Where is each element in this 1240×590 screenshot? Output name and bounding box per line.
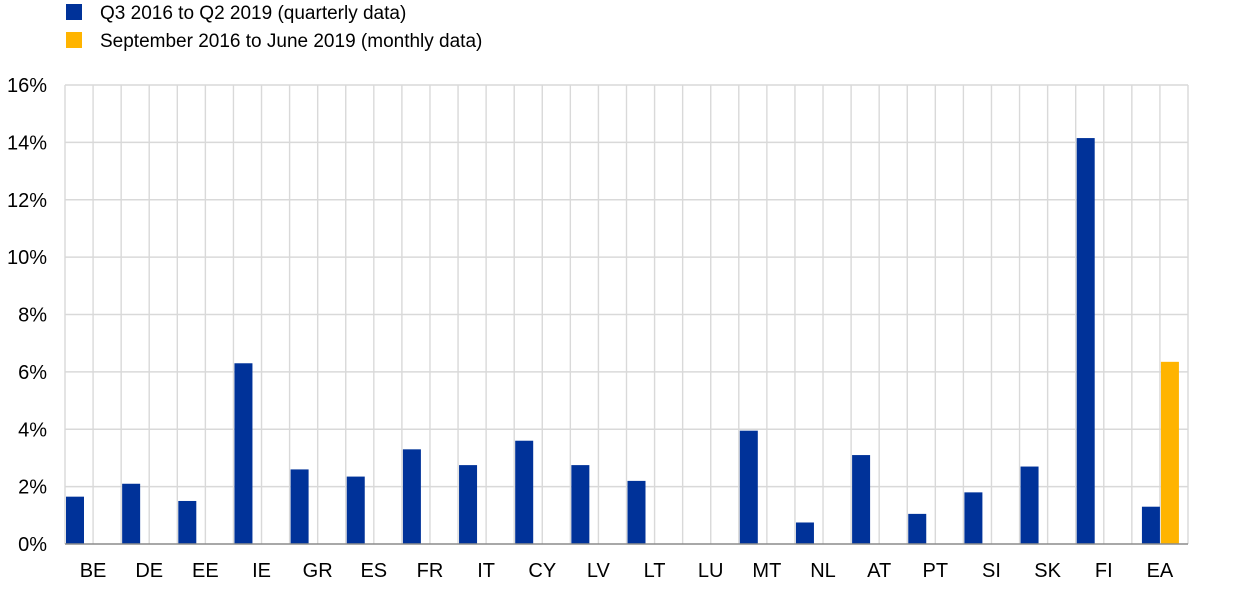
x-tick-label: AT [867, 560, 891, 582]
legend-label-1: Q3 2016 to Q2 2019 (quarterly data) [100, 3, 406, 24]
y-tick-label: 14% [7, 132, 47, 154]
bar-sk-series-1 [1020, 466, 1039, 544]
x-tick-label: GR [303, 560, 333, 582]
y-tick-label: 10% [7, 247, 47, 269]
bar-fr-series-1 [402, 449, 421, 544]
x-tick-label: NL [810, 560, 836, 582]
bar-lv-series-1 [571, 465, 590, 544]
x-tick-label: BE [80, 560, 107, 582]
bar-fi-series-1 [1076, 138, 1095, 544]
legend: Q3 2016 to Q2 2019 (quarterly data) Septe… [66, 3, 482, 52]
legend-swatch-1 [66, 4, 82, 20]
bar-si-series-1 [964, 492, 983, 544]
bar-ie-series-1 [234, 363, 253, 544]
bar-gr-series-1 [290, 469, 309, 544]
x-tick-label: MT [752, 560, 781, 582]
bar-it-series-1 [459, 465, 478, 544]
legend-label-2: September 2016 to June 2019 (monthly dat… [100, 31, 482, 52]
bar-pt-series-1 [908, 513, 927, 544]
grid [64, 84, 1189, 544]
bar-es-series-1 [346, 476, 365, 544]
x-tick-label: CY [528, 560, 556, 582]
x-tick-label: LT [644, 560, 666, 582]
bar-mt-series-1 [739, 430, 758, 544]
x-tick-label: DE [135, 560, 163, 582]
y-axis-tick-labels: 0% 2% 4% 6% 8% 10% 12% 14% 16% [7, 75, 47, 556]
x-tick-label: IT [477, 560, 495, 582]
y-tick-label: 2% [18, 477, 47, 499]
x-tick-label: LU [698, 560, 724, 582]
bar-ea-series-2 [1160, 361, 1179, 544]
bar-be-series-1 [66, 496, 84, 544]
x-tick-label: SI [982, 560, 1001, 582]
bar-de-series-1 [122, 483, 141, 544]
x-tick-label: EA [1147, 560, 1174, 582]
x-tick-label: EE [192, 560, 219, 582]
legend-swatch-2 [66, 32, 82, 48]
x-tick-label: PT [923, 560, 949, 582]
bar-ea-series-1 [1141, 506, 1160, 544]
x-tick-label: FI [1095, 560, 1113, 582]
x-tick-label: FR [417, 560, 444, 582]
x-tick-label: LV [587, 560, 611, 582]
y-tick-label: 0% [18, 534, 47, 556]
y-tick-label: 8% [18, 305, 47, 327]
bar-at-series-1 [852, 455, 871, 544]
bar-cy-series-1 [515, 440, 534, 544]
y-tick-label: 16% [7, 75, 47, 97]
y-tick-label: 6% [18, 362, 47, 384]
x-tick-label: ES [360, 560, 387, 582]
bar-nl-series-1 [795, 522, 814, 544]
x-tick-label: SK [1034, 560, 1061, 582]
y-tick-label: 4% [18, 419, 47, 441]
x-axis-tick-labels: BE DE EE IE GR ES FR IT CY LV LT LU MT NL AT PT SI SK FI EA [80, 560, 1174, 582]
x-tick-label: IE [252, 560, 271, 582]
bar-lt-series-1 [627, 480, 646, 544]
bars [66, 138, 1179, 544]
bar-ee-series-1 [178, 500, 197, 544]
y-tick-label: 12% [7, 190, 47, 212]
